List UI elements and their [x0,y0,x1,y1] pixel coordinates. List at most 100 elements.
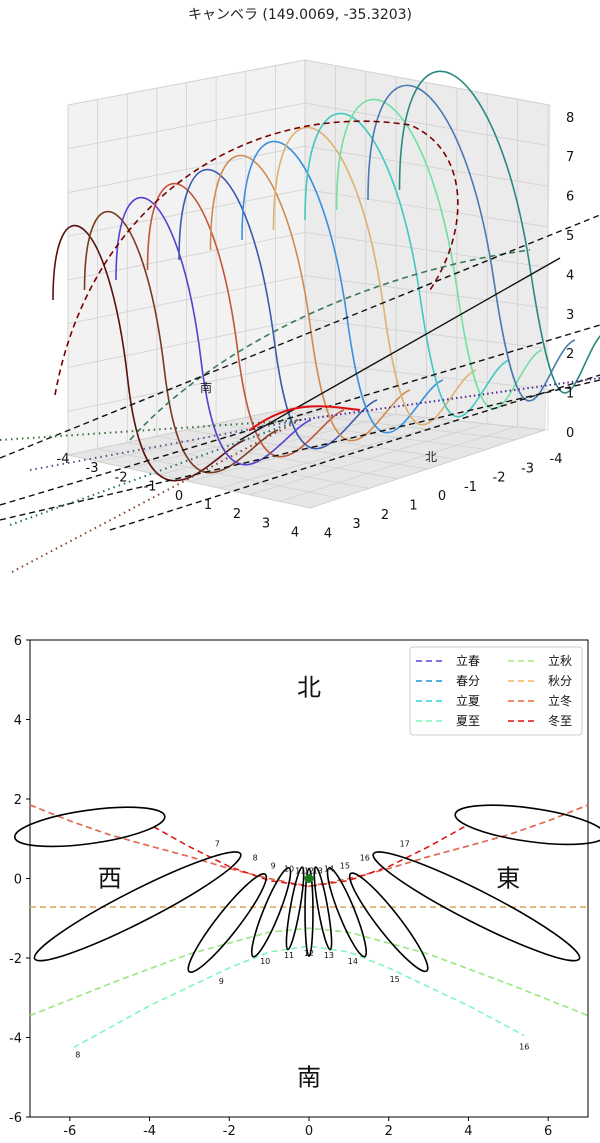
ground-ray [0,419,301,441]
x-tick-label: -2 [115,470,128,485]
sun-path-3d-chart: キャンベラ (149.0069, -35.3203) 0 1 2 3 4 5 6 7 8 -4 -3… [0,7,600,573]
horizon-ray [0,324,600,506]
y-tick-label: -6 [9,1111,22,1126]
analemma-loop [33,851,242,962]
ground-ray [9,419,301,526]
y-tick-label: 6 [14,634,22,649]
y-tick-label: 2 [14,793,22,808]
x-tick-label: 2 [233,507,241,522]
hour-label: 12 [304,949,314,958]
sun-path-curves [0,70,600,573]
legend-box [409,646,583,736]
hour-label: 16 [519,1042,529,1051]
x-tick-label: -1 [144,480,157,495]
y-tick-label: 1 [409,499,417,514]
z-tick-label: 2 [566,347,574,362]
sun-path-line [335,98,543,410]
analemma-loop [304,867,314,957]
3d-plot-canvas: 0 1 2 3 4 5 6 7 8 -4 -3 -2 -1 0 1 2 3 4 -4 -3 -2 -1 0 1 2 3 4 南 北 [0,59,600,573]
x-tick-label: 0 [305,1124,313,1139]
sun-path-line [52,224,246,482]
y-tick-label: -3 [521,461,534,476]
x-tick-label: -2 [223,1124,236,1139]
axis-ticks: -6 -4 -2 0 2 4 6 -6 -4 -2 0 2 4 6 [9,634,552,1139]
y-tick-label: 4 [324,526,332,541]
sun-path-line [178,168,378,450]
legend-label: 冬至 [548,713,572,728]
y-tick-label: -4 [9,1032,22,1047]
y-tick-label: -2 [9,952,22,967]
legend-label: 立秋 [548,653,572,668]
floor-gridline [219,420,456,489]
hour-label: 14 [324,864,334,873]
legend-label: 立春 [456,653,480,668]
hour-label: 9 [271,862,276,871]
x-tick-label: 4 [291,526,299,541]
z-tick-label: 0 [566,426,574,441]
x-tick-label: -3 [86,461,99,476]
analemma-loop [285,866,305,951]
hour-label: 10 [260,957,270,966]
z-tick-label: 1 [566,387,574,402]
hour-label: 7 [215,840,220,849]
y-tick-label: 0 [438,489,446,504]
analemma-loop [372,851,581,962]
compass-north-label: 北 [425,450,437,464]
sun-path-line [209,154,411,442]
y-tick-label: -4 [550,452,563,467]
compass-north: 北 [297,674,321,702]
hour-label: 15 [390,975,400,984]
floor-gridline [279,426,516,502]
sun-path-line [241,140,444,434]
floor-gridline [249,423,486,496]
winter-envelope [54,120,459,396]
y-tick-label: 2 [381,508,389,523]
hour-label: 10 [284,864,294,873]
hour-label: 11 [295,867,305,876]
season-line [73,945,525,1049]
z-tick-label: 5 [566,229,574,244]
x-tick-label: 3 [262,516,270,531]
observer-dot [304,874,314,883]
analemma-loop [348,872,429,973]
legend-label: 夏至 [456,714,480,728]
hour-label: 13 [313,867,323,876]
floor-gridline [275,410,516,441]
season-line [29,804,589,888]
sky-projection-chart: 7 8 9 10 11 12 13 14 15 16 17 8 9 10 11 12 13 14 15 16 -6 -4… [0,600,600,1143]
analemma-loop [454,804,600,846]
analemma-loop [187,873,268,973]
floor-gridline [186,429,428,470]
hour-label: 17 [400,840,410,849]
season-line [29,927,589,1017]
z-tick-label: 6 [566,190,574,205]
x-tick-label: 2 [385,1124,393,1139]
horizon-ray [0,379,600,521]
hour-label: 9 [219,977,224,986]
x-tick-label: 6 [544,1124,552,1139]
compass-south: 南 [297,1063,321,1091]
analemma-loops [13,804,600,973]
x-tick-label: 1 [204,498,212,513]
legend-label: 立冬 [548,693,572,708]
sun-path-line [83,210,279,474]
floor-gridline [309,429,546,509]
hour-label: 15 [340,862,350,871]
sun-path-line [367,84,576,402]
hour-label: 8 [253,854,258,863]
compass-east: 東 [496,865,520,893]
z-tick-label: 8 [566,111,574,126]
hour-label: 12 [304,867,314,876]
ground-ray [299,377,600,421]
3d-axis-ticks: 0 1 2 3 4 5 6 7 8 -4 -3 -2 -1 0 1 2 3 4 -4 -3 -2 -1 0 1 2 3 4 [57,111,575,542]
sun-path-line [146,182,345,458]
y-tick-label: 3 [352,517,360,532]
hour-label: 16 [360,854,370,863]
analemma-loop [250,867,292,958]
y-tick-label: -2 [493,471,506,486]
chart-title: キャンベラ (149.0069, -35.3203) [187,7,413,23]
horizon-ray [0,214,600,459]
x-tick-label: -6 [63,1124,76,1139]
